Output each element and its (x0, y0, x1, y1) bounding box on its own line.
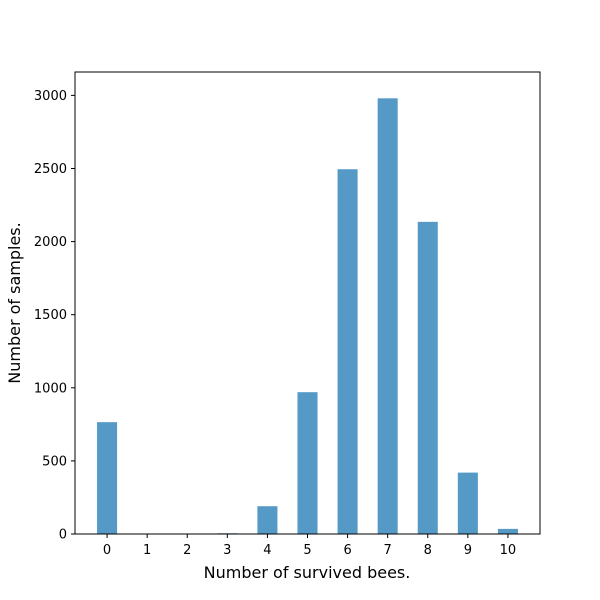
bar-0 (97, 422, 118, 534)
x-ticks-group: 0 1 2 3 4 5 6 7 8 9 10 (103, 534, 516, 558)
x-tick-label: 3 (223, 543, 231, 558)
x-tick-label: 0 (103, 543, 111, 558)
x-tick-label: 4 (263, 543, 271, 558)
x-tick-label: 1 (143, 543, 151, 558)
bar-5 (297, 392, 318, 534)
bar-9 (457, 472, 478, 534)
x-tick-label: 2 (183, 543, 191, 558)
x-tick-label: 5 (303, 543, 311, 558)
x-tick-label: 7 (384, 543, 392, 558)
y-ticks-group: 0 500 1000 1500 2000 2500 3000 (34, 89, 75, 543)
y-axis-label: Number of samples. (5, 222, 24, 383)
bar-4 (257, 506, 278, 534)
x-tick-label: 9 (464, 543, 472, 558)
bar-8 (417, 221, 438, 534)
bar-10 (497, 528, 518, 534)
x-tick-label: 6 (343, 543, 351, 558)
y-tick-label: 1000 (34, 381, 67, 396)
bar-6 (337, 169, 358, 535)
plot-frame (74, 71, 541, 535)
x-tick-label: 10 (500, 543, 517, 558)
y-tick-label: 3000 (34, 89, 67, 104)
y-tick-label: 2000 (34, 235, 67, 250)
y-tick-label: 1500 (34, 308, 67, 323)
y-tick-label: 2500 (34, 162, 67, 177)
bars-group (97, 98, 518, 535)
y-tick-label: 0 (59, 528, 67, 543)
y-tick-label: 500 (42, 454, 67, 469)
bar-7 (377, 98, 398, 534)
x-tick-label: 8 (424, 543, 432, 558)
x-axis-label: Number of survived bees. (204, 563, 411, 582)
